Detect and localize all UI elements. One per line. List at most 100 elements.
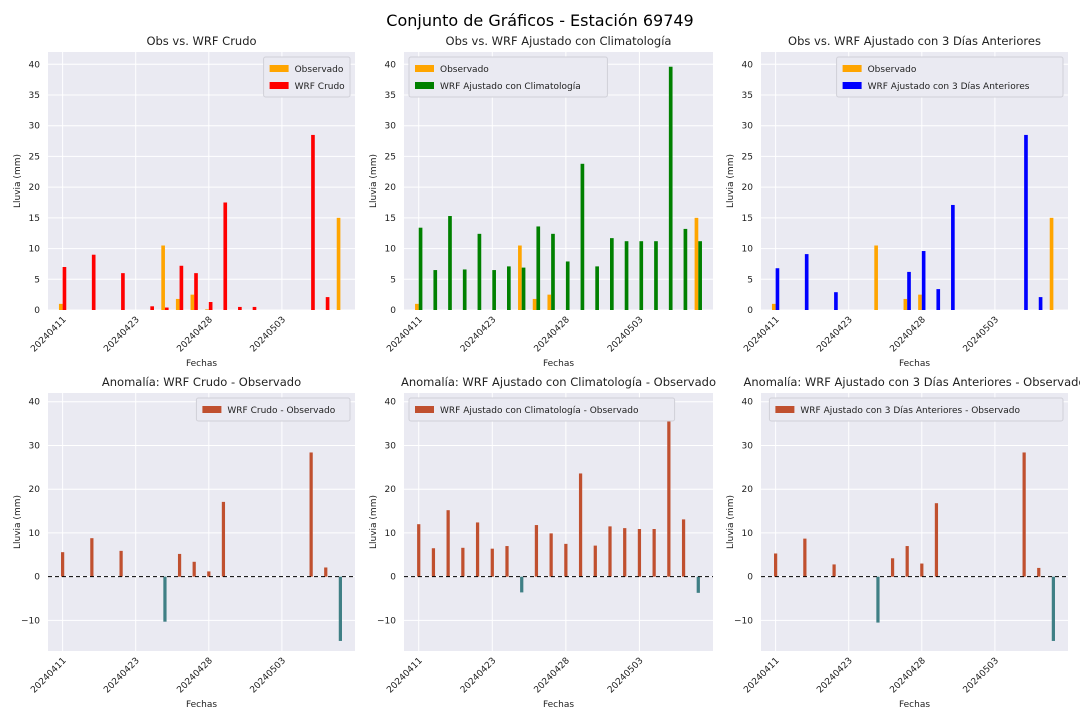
bar [205, 309, 209, 310]
bar [921, 251, 926, 310]
bar [547, 294, 552, 310]
legend-swatch [842, 65, 862, 72]
bar [920, 563, 924, 577]
bar [490, 548, 494, 577]
y-tick-label: 0 [747, 573, 753, 583]
y-axis-label: Lluvia (mm) [726, 495, 736, 549]
y-tick-label: 0 [747, 306, 753, 316]
y-tick-label: 10 [742, 245, 754, 255]
x-tick-label: 20240411 [29, 315, 68, 354]
bar [654, 241, 658, 310]
x-axis-label: Fechas [899, 700, 930, 710]
x-tick-label: 20240411 [742, 656, 781, 695]
bar [518, 245, 522, 310]
y-tick-label: 30 [29, 441, 41, 451]
y-tick-label: 15 [742, 214, 753, 224]
bar [521, 267, 526, 310]
bar [951, 204, 955, 310]
chart-panel-3: 0 5 10 15 20 25 30 35 40 20240411 20240423 20240428… [726, 34, 1068, 369]
y-tick-label: 25 [385, 152, 396, 162]
legend-swatch [415, 82, 434, 89]
bar [433, 270, 438, 310]
bar [775, 268, 780, 310]
y-tick-label: 0 [390, 573, 396, 583]
x-tick-label: 20240411 [385, 315, 424, 354]
bar [418, 227, 423, 310]
legend-label: Observado [440, 65, 489, 75]
x-axis-label: Fechas [543, 359, 574, 369]
bar [505, 546, 509, 577]
bar [934, 503, 939, 577]
y-tick-label: 20 [29, 485, 41, 495]
x-tick-label: 20240503 [249, 656, 288, 695]
y-tick-label: 20 [29, 183, 41, 193]
legend: Observado WRF Ajustado con Climatología [408, 56, 608, 98]
y-tick-label: −10 [734, 616, 753, 626]
y-tick-label: 15 [29, 214, 40, 224]
legend-swatch [269, 65, 289, 72]
bar [637, 529, 642, 577]
y-axis-label: Lluvia (mm) [369, 495, 379, 549]
bar [834, 292, 838, 310]
legend: WRF Ajustado con 3 Días Anteriores - Obs… [768, 397, 1064, 422]
legend-label: WRF Ajustado con Climatología [440, 82, 581, 92]
bar [179, 265, 184, 310]
y-tick-label: 25 [29, 152, 40, 162]
bar [448, 216, 452, 310]
y-tick-label: 40 [385, 398, 397, 408]
bar [163, 576, 167, 622]
y-tick-label: 35 [385, 91, 396, 101]
y-tick-label: 40 [385, 60, 397, 70]
legend: Observado WRF Crudo [263, 56, 351, 98]
chart-title: Anomalía: WRF Crudo - Observado [102, 375, 301, 389]
bar [238, 306, 242, 310]
y-tick-label: −10 [377, 616, 396, 626]
legend-label: WRF Ajustado con 3 Días Anteriores - Obs… [800, 406, 1020, 416]
x-tick-label: 20240423 [459, 656, 498, 695]
y-tick-label: 0 [390, 306, 396, 316]
bar [417, 524, 421, 577]
bar [192, 561, 196, 577]
bar [223, 202, 228, 310]
x-tick-label: 20240423 [102, 656, 141, 695]
y-axis-label: Lluvia (mm) [13, 154, 23, 208]
chart-title: Obs vs. WRF Crudo [146, 34, 256, 48]
bar [905, 546, 909, 577]
bar [462, 269, 467, 310]
bar [771, 303, 776, 310]
x-tick-label: 20240423 [815, 315, 854, 354]
y-tick-label: 40 [742, 398, 754, 408]
bar [119, 550, 123, 577]
bar [207, 571, 211, 577]
y-tick-label: 5 [34, 275, 40, 285]
legend: WRF Crudo - Observado [195, 397, 351, 422]
bar [667, 403, 671, 577]
bar [551, 233, 555, 310]
bar [610, 238, 614, 310]
x-axis-label: Fechas [899, 359, 930, 369]
bar [1024, 134, 1028, 310]
x-tick-label: 20240428 [175, 656, 215, 696]
bar [1038, 297, 1043, 310]
bar [624, 241, 629, 310]
x-tick-label: 20240428 [888, 656, 928, 696]
x-tick-label: 20240423 [815, 656, 854, 695]
plot-background [48, 393, 355, 651]
y-tick-label: 10 [385, 529, 397, 539]
bar [1037, 567, 1041, 577]
bar [415, 303, 419, 310]
bar [311, 134, 315, 310]
bar [177, 553, 182, 577]
bar [208, 302, 213, 310]
bar [161, 245, 165, 310]
bar [681, 519, 686, 577]
bar [549, 533, 553, 577]
x-tick-label: 20240503 [249, 315, 288, 354]
bar [338, 576, 342, 641]
legend-box [836, 56, 1064, 98]
bar [252, 306, 257, 310]
chart-title: Obs vs. WRF Ajustado con 3 Días Anterior… [788, 34, 1041, 48]
y-tick-label: 5 [390, 275, 396, 285]
chart-title: Anomalía: WRF Ajustado con 3 Días Anteri… [744, 375, 1080, 389]
y-tick-label: 20 [742, 485, 754, 495]
